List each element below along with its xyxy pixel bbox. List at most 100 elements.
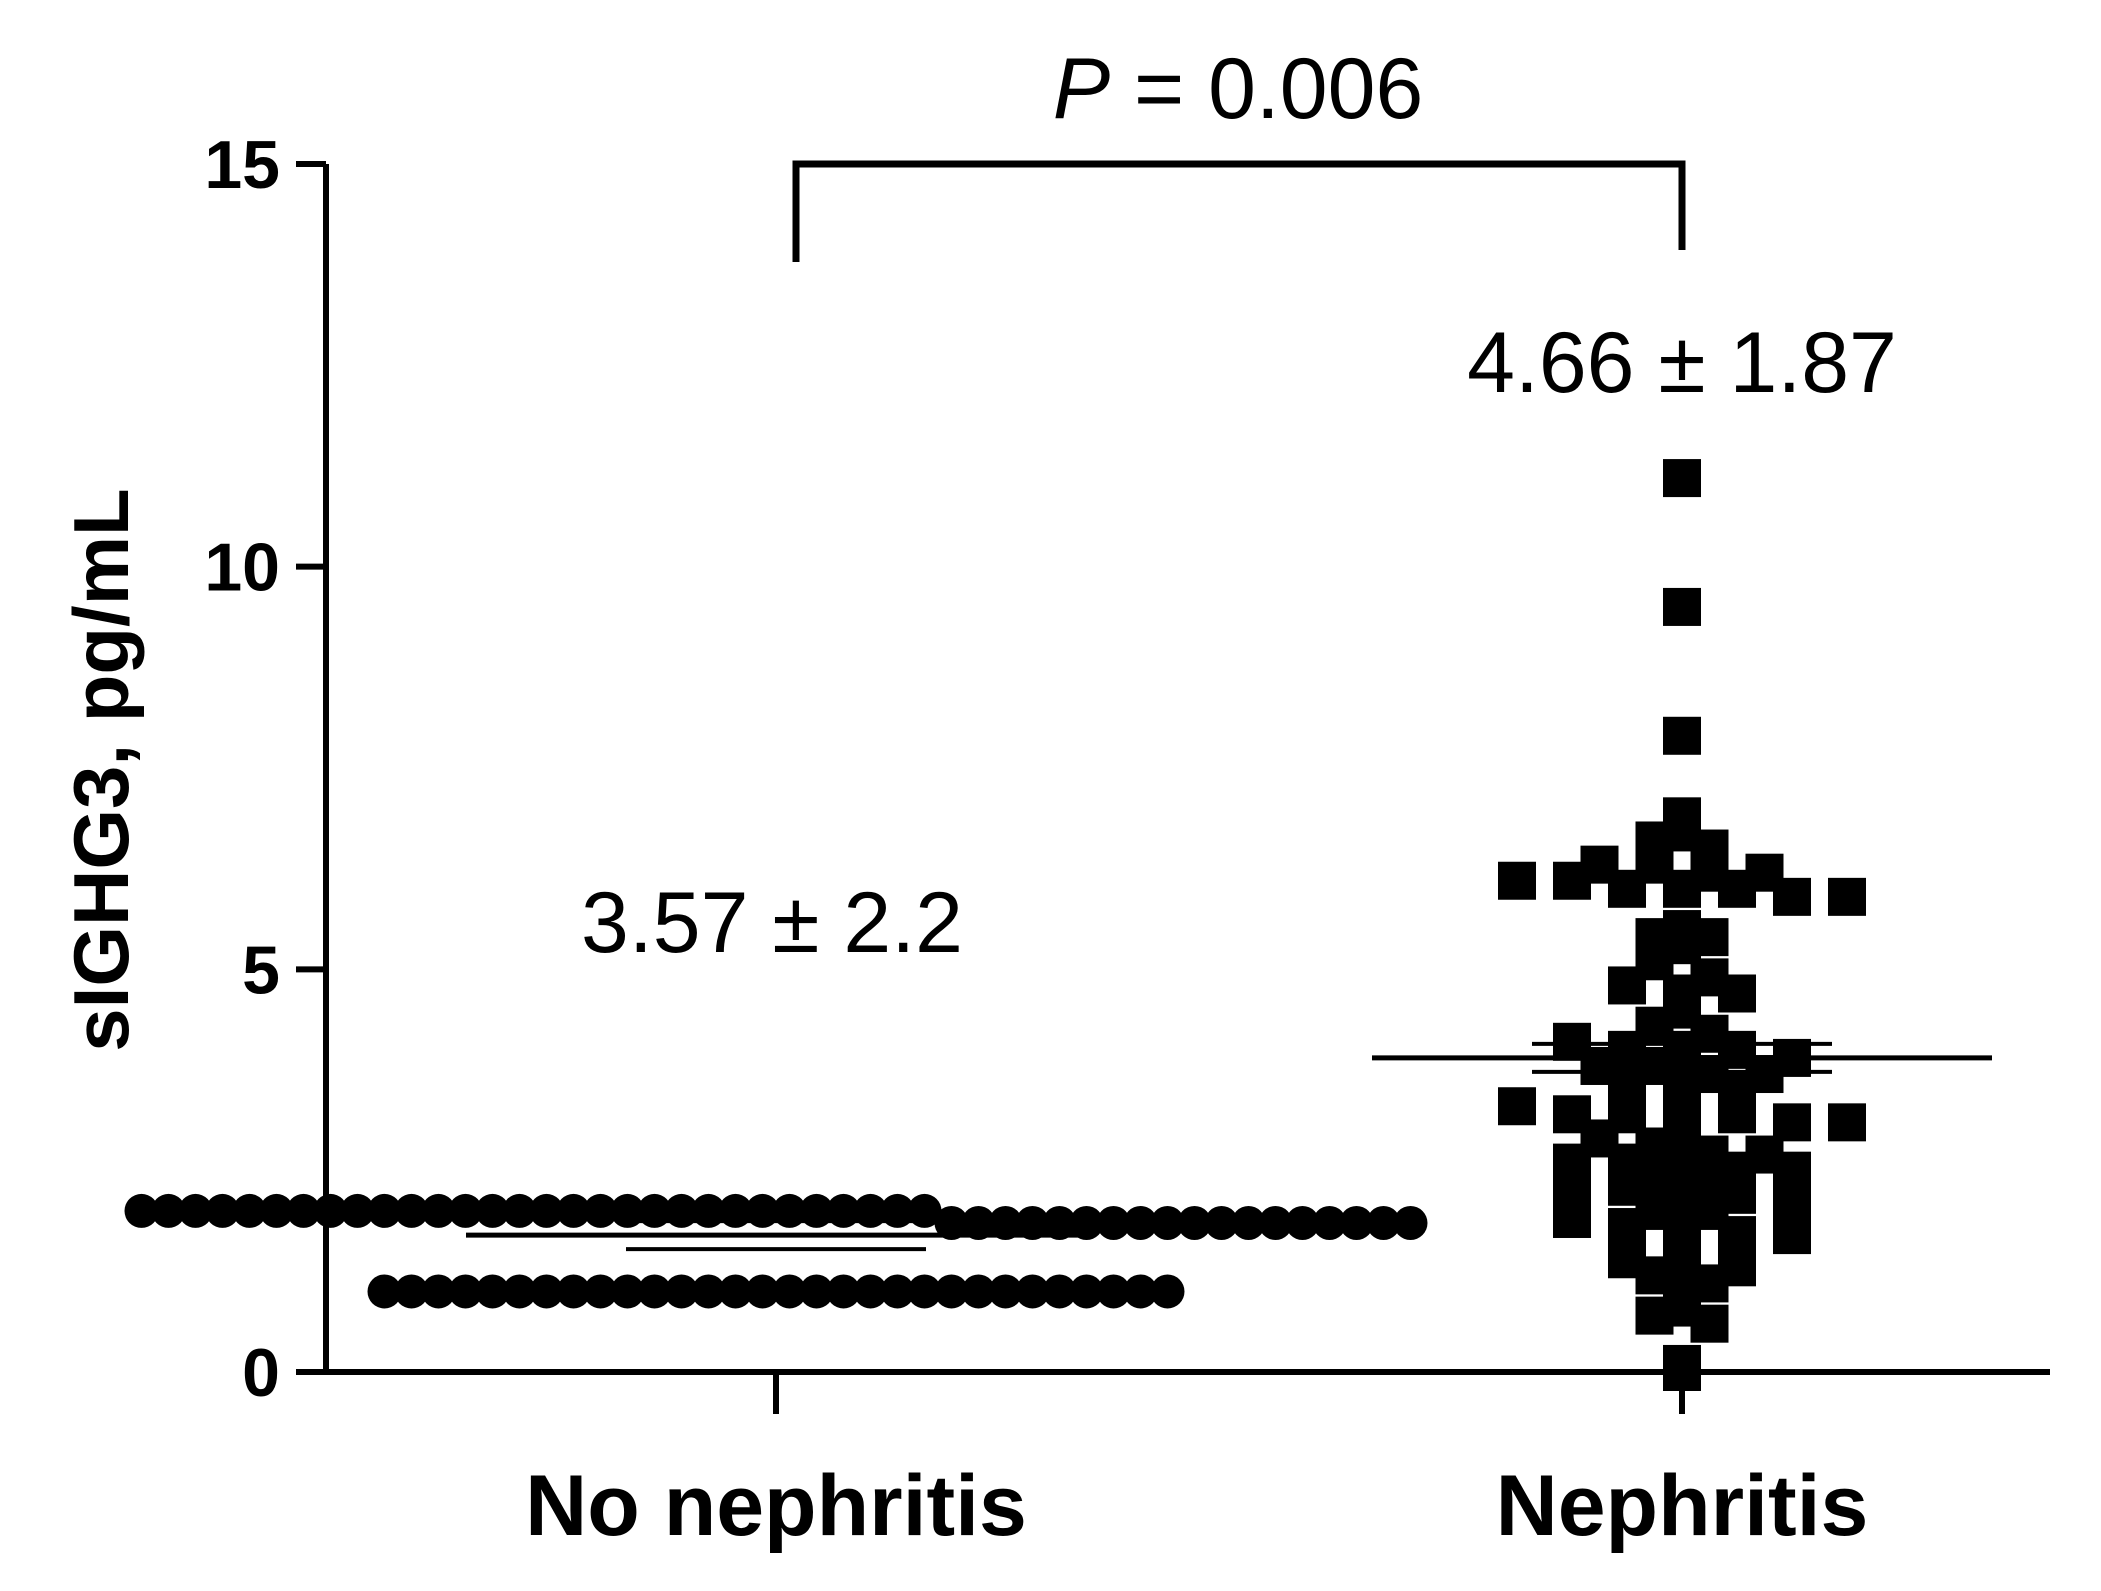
no-nephritis-point-71	[1231, 1206, 1266, 1241]
mean-lines	[466, 1041, 1992, 1252]
no-nephritis-point-26	[1069, 1274, 1104, 1309]
nephritis-point-89	[1663, 459, 1701, 498]
no-nephritis-point-37	[313, 1193, 348, 1228]
no-nephritis-point-40	[394, 1193, 429, 1228]
nephritis-point-36	[1745, 1135, 1784, 1174]
nephritis-point-14	[1553, 1199, 1591, 1238]
p-value-annotation: P = 0.006	[1053, 41, 1424, 137]
nephritis-point-88	[1663, 587, 1701, 626]
y-tick-label-1: 5	[242, 932, 280, 1008]
no-nephritis-point-4	[475, 1274, 510, 1309]
no-nephritis-point-14	[745, 1274, 780, 1309]
no-nephritis-point-41	[421, 1193, 456, 1228]
y-axis-label: sIGHG3, pg/mL	[57, 488, 145, 1051]
no-nephritis-point-10	[637, 1274, 672, 1309]
y-tick-label-0: 0	[242, 1335, 280, 1411]
no-nephritis-point-30	[124, 1193, 159, 1228]
no-nephritis-point-64	[1042, 1206, 1077, 1241]
x-category-label-1: Nephritis	[1496, 1458, 1869, 1554]
nephritis-point-77	[1580, 845, 1619, 884]
no-nephritis-point-20	[907, 1274, 942, 1309]
data-points	[124, 459, 1866, 1391]
no-nephritis-point-69	[1177, 1206, 1212, 1241]
no-nephritis-point-73	[1285, 1206, 1320, 1241]
no-nephritis-point-74	[1312, 1206, 1347, 1241]
no-nephritis-point-12	[691, 1274, 726, 1309]
no-nephritis-point-15	[772, 1274, 807, 1309]
no-nephritis-point-60	[934, 1206, 969, 1241]
no-nephritis-mean-annotation: 3.57 ± 2.2	[581, 875, 963, 971]
no-nephritis-point-18	[853, 1274, 888, 1309]
no-nephritis-point-32	[178, 1193, 213, 1228]
no-nephritis-point-42	[448, 1193, 483, 1228]
nephritis-point-44	[1828, 1103, 1866, 1142]
no-nephritis-point-7	[556, 1274, 591, 1309]
nephritis-mean-annotation: 4.66 ± 1.87	[1467, 315, 1897, 411]
y-ticks: 0 5 10 15	[204, 127, 326, 1411]
nephritis-point-39	[1553, 1095, 1591, 1134]
no-nephritis-point-68	[1150, 1206, 1185, 1241]
no-nephritis-point-25	[1042, 1274, 1077, 1309]
no-nephritis-point-61	[961, 1206, 996, 1241]
no-nephritis-point-63	[1015, 1206, 1050, 1241]
nephritis-point-18	[1773, 1216, 1811, 1255]
no-nephritis-point-5	[502, 1274, 537, 1309]
no-nephritis-point-76	[1366, 1206, 1401, 1241]
no-nephritis-point-43	[475, 1193, 510, 1228]
no-nephritis-point-6	[529, 1274, 564, 1309]
no-nephritis-point-36	[286, 1193, 321, 1228]
no-nephritis-point-70	[1204, 1206, 1239, 1241]
nephritis-point-65	[1690, 958, 1729, 997]
no-nephritis-point-24	[1015, 1274, 1050, 1309]
nephritis-point-1	[1663, 1344, 1701, 1383]
no-nephritis-point-75	[1339, 1206, 1374, 1241]
nephritis-point-76	[1828, 877, 1866, 916]
significance-bracket	[792, 160, 1686, 262]
no-nephritis-point-44	[502, 1193, 537, 1228]
no-nephritis-point-72	[1258, 1206, 1293, 1241]
no-nephritis-point-38	[340, 1193, 375, 1228]
no-nephritis-point-13	[718, 1274, 753, 1309]
no-nephritis-point-62	[988, 1206, 1023, 1241]
y-tick-label-3: 15	[204, 127, 280, 203]
no-nephritis-point-67	[1123, 1206, 1158, 1241]
no-nephritis-point-28	[1123, 1274, 1158, 1309]
nephritis-point-40	[1608, 1095, 1646, 1134]
no-nephritis-point-1	[394, 1274, 429, 1309]
no-nephritis-point-27	[1096, 1274, 1131, 1309]
no-nephritis-point-65	[1069, 1206, 1104, 1241]
no-nephritis-point-16	[799, 1274, 834, 1309]
no-nephritis-point-77	[1393, 1206, 1428, 1241]
no-nephritis-point-19	[880, 1274, 915, 1309]
p-value-text: = 0.006	[1110, 41, 1423, 137]
no-nephritis-point-21	[934, 1274, 969, 1309]
no-nephritis-point-29	[1150, 1274, 1185, 1309]
no-nephritis-point-46	[556, 1193, 591, 1228]
nephritis-point-80	[1745, 853, 1784, 892]
no-nephritis-point-9	[610, 1274, 645, 1309]
nephritis-point-70	[1498, 861, 1536, 900]
x-category-label-0: No nephritis	[525, 1458, 1027, 1554]
y-tick-label-2: 10	[204, 530, 280, 606]
nephritis-point-86	[1663, 797, 1701, 836]
nephritis-point-69	[1663, 910, 1701, 949]
no-nephritis-point-39	[367, 1193, 402, 1228]
no-nephritis-point-2	[421, 1274, 456, 1309]
nephritis-point-38	[1498, 1087, 1536, 1126]
no-nephritis-point-17	[826, 1274, 861, 1309]
no-nephritis-point-8	[583, 1274, 618, 1309]
p-value-symbol: P	[1053, 41, 1110, 137]
nephritis-point-87	[1663, 716, 1701, 755]
no-nephritis-point-11	[664, 1274, 699, 1309]
no-nephritis-point-66	[1096, 1206, 1131, 1241]
x-ticks: No nephritis Nephritis	[525, 1372, 1868, 1554]
no-nephritis-point-23	[988, 1274, 1023, 1309]
no-nephritis-point-3	[448, 1274, 483, 1309]
nephritis-point-43	[1773, 1103, 1811, 1142]
no-nephritis-point-47	[583, 1193, 618, 1228]
no-nephritis-point-45	[529, 1193, 564, 1228]
nephritis-point-25	[1773, 1183, 1811, 1222]
no-nephritis-point-31	[151, 1193, 186, 1228]
no-nephritis-point-22	[961, 1274, 996, 1309]
